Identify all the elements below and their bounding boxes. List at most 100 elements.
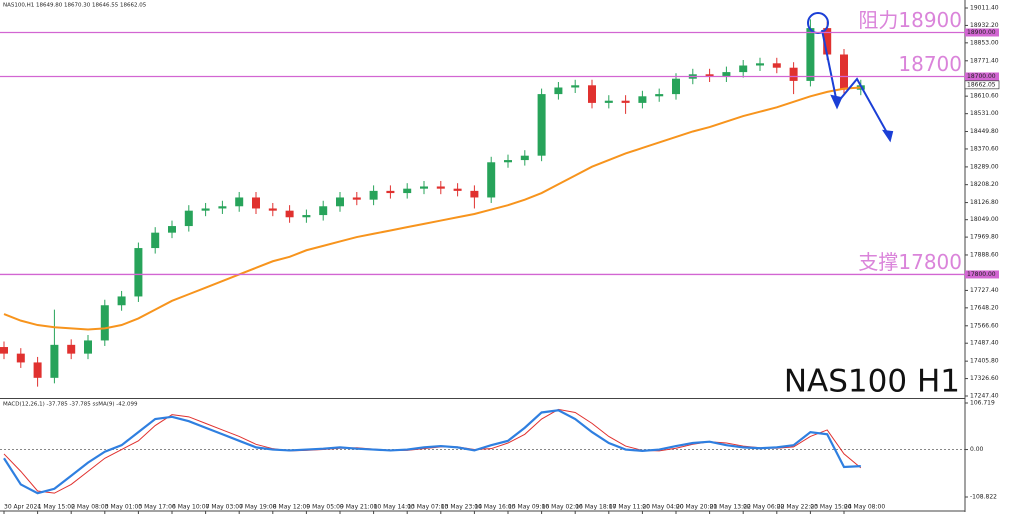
arrow-head	[881, 129, 894, 143]
candle-body	[403, 188, 412, 194]
last-price-label: 18662.05	[967, 81, 996, 88]
y-tick-label: 18771.40	[970, 57, 999, 64]
candle-body	[117, 296, 126, 306]
x-tick-label: 9 May 21:00	[340, 504, 378, 511]
candle-body	[134, 248, 143, 297]
y-tick-label: 17566.60	[970, 322, 999, 329]
candle-body	[436, 186, 445, 189]
x-tick-label: 30 Apr 2024	[4, 504, 41, 511]
candle-body	[554, 87, 563, 95]
y-tick-label: 18289.00	[970, 163, 999, 170]
x-tick-label: 7 May 19:00	[239, 504, 277, 511]
x-tick-label: 20 May 04:00	[642, 504, 683, 511]
y-tick-label: 17487.40	[970, 340, 999, 347]
level-annotation: 18700	[898, 52, 962, 76]
x-tick-label: 17 May 11:00	[609, 504, 650, 511]
y-tick-label: 17648.20	[970, 304, 999, 311]
y-tick-label: 17326.60	[970, 375, 999, 382]
candle-body	[235, 197, 244, 207]
candle-body	[420, 186, 428, 189]
candle-body	[0, 347, 8, 354]
x-tick-label: 2 May 08:00	[71, 504, 109, 511]
y-tick-label: 0.00	[970, 446, 984, 453]
level-axis-label: 18700.00	[967, 73, 996, 80]
candle-body	[638, 96, 647, 103]
y-tick-label: 17727.40	[970, 287, 999, 294]
y-tick-label: 18531.00	[970, 110, 999, 117]
level-axis-label: 18900.00	[967, 29, 996, 36]
candle-body	[621, 100, 630, 103]
candle-body	[386, 190, 395, 194]
candle-body	[100, 305, 109, 341]
moving-average	[3, 86, 861, 331]
candle-body	[537, 94, 546, 156]
y-tick-label: 17405.80	[970, 358, 999, 365]
candle-body	[33, 362, 42, 378]
candle-body	[67, 344, 76, 354]
y-tick-label: -108.822	[970, 494, 997, 501]
last-price-box	[964, 80, 1000, 90]
x-tick-label: 13 May 07:00	[407, 504, 448, 511]
candle-body	[604, 100, 613, 103]
y-tick-label: 17888.60	[970, 251, 999, 258]
x-tick-label: 6 May 10:00	[172, 504, 210, 511]
candle-body	[840, 54, 848, 90]
x-tick-label: 1 May 15:00	[38, 504, 76, 511]
candle-body	[571, 85, 580, 88]
x-tick-label: 8 May 12:00	[273, 504, 311, 511]
candle-body	[487, 162, 496, 198]
level-axis-box	[965, 72, 999, 81]
candle-body	[218, 206, 227, 209]
level-axis-label: 17800.00	[967, 271, 996, 278]
candle-body	[588, 85, 596, 103]
candle-body	[302, 215, 311, 218]
x-tick-label: 22 May 06:00	[743, 504, 784, 511]
candle-body	[352, 197, 361, 200]
x-tick-label: 3 May 01:00	[105, 504, 143, 511]
candle-body	[84, 340, 92, 354]
level-axis-box	[965, 270, 999, 279]
candle-body	[655, 94, 664, 97]
candle-body	[470, 190, 479, 198]
x-tick-label: 14 May 16:00	[474, 504, 515, 511]
y-tick-label: 18932.20	[970, 22, 999, 29]
plot-area	[0, 19, 965, 495]
path-arrow	[821, 29, 891, 139]
candle-body	[151, 232, 160, 249]
watermark: NAS100 H1	[784, 364, 960, 400]
candle-body	[184, 210, 193, 227]
x-tick-label: 9 May 05:00	[306, 504, 344, 511]
candle-body	[168, 226, 176, 233]
x-tick-label: 24 May 08:00	[844, 504, 885, 511]
candle-body	[756, 63, 764, 66]
candle-body	[16, 353, 25, 363]
y-tick-label: 19011.40	[970, 5, 999, 12]
y-tick-label: 18853.00	[970, 39, 999, 46]
chart-header: NAS100,H1 18649.80 18670.30 18646.55 186…	[3, 3, 147, 9]
candle-body	[369, 190, 378, 200]
candle-body	[722, 72, 731, 77]
candle-body	[336, 197, 344, 207]
candle-body	[252, 197, 260, 209]
candle-body	[285, 210, 294, 218]
x-tick-label: 7 May 03:00	[206, 504, 244, 511]
level-annotation: 支撑17800	[858, 250, 962, 274]
y-tick-label: 18126.80	[970, 199, 999, 206]
macd-title: MACD(12,26,1) -37.785 -37.785 ssMA(9) -4…	[3, 402, 138, 408]
candle-body	[789, 67, 798, 81]
x-tick-label: 16 May 02:00	[542, 504, 583, 511]
candle-body	[806, 28, 815, 81]
arrow-head	[830, 94, 843, 110]
y-tick-label: 18370.60	[970, 145, 999, 152]
x-tick-label: 15 May 09:00	[508, 504, 549, 511]
candle-body	[201, 208, 210, 211]
candle-body	[50, 344, 59, 378]
candle-body	[453, 188, 462, 191]
candle-body	[705, 74, 714, 77]
y-tick-label: 18449.80	[970, 128, 999, 135]
annotation-arrows	[807, 12, 894, 143]
candle-body	[823, 28, 832, 55]
x-tick-label: 20 May 20:00	[676, 504, 717, 511]
